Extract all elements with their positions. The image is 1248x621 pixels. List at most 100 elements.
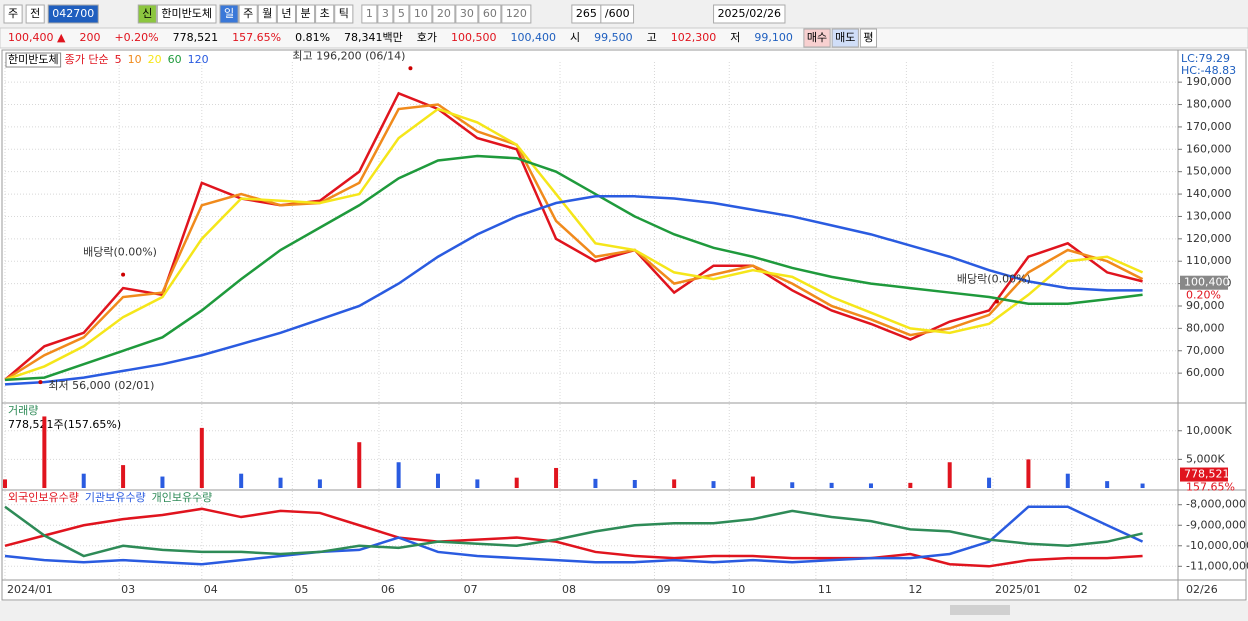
interval-button[interactable]: 60 — [483, 7, 497, 20]
y-tick-label: -8,000,000 — [1186, 498, 1246, 511]
y-tick-label: 90,000 — [1186, 299, 1225, 312]
scrollbar[interactable] — [0, 601, 1248, 621]
code-input[interactable]: 042700 — [52, 7, 94, 20]
interval-button-box[interactable] — [409, 4, 433, 24]
interval-button[interactable]: 10 — [414, 7, 428, 20]
x-tick-label: 11 — [818, 583, 832, 596]
annotation-point — [994, 299, 999, 304]
last-volume-box — [1180, 467, 1228, 482]
badge[interactable]: 신 — [142, 7, 152, 20]
interval-button-box[interactable] — [393, 4, 410, 24]
last-rate: 0.20% — [1186, 289, 1221, 302]
open: 99,500 — [594, 31, 633, 44]
count-max[interactable]: /600 — [605, 7, 630, 20]
quote-bg — [0, 27, 1248, 49]
market-select-box[interactable] — [3, 4, 23, 24]
period-button-box[interactable] — [334, 4, 354, 24]
volume-bar — [475, 479, 480, 488]
x-tick-label: 08 — [562, 583, 576, 596]
volume-bar — [829, 482, 834, 488]
eval-button-box[interactable] — [859, 28, 878, 48]
price: 100,400 ▲ — [8, 31, 66, 44]
period-button[interactable]: 틱 — [339, 7, 349, 20]
date-input[interactable]: 2025/02/26 — [718, 7, 781, 20]
y-tick-label: 180,000 — [1186, 98, 1232, 111]
market-select[interactable]: 주 — [8, 7, 18, 20]
ma-label: 종가 단순 — [65, 53, 109, 66]
period-button[interactable]: 월 — [262, 7, 272, 20]
buy[interactable]: 매수 — [807, 31, 827, 44]
period-button-box[interactable] — [295, 4, 316, 24]
interval-button-box[interactable] — [478, 4, 502, 24]
high: 102,300 — [671, 31, 717, 44]
y-tick-label: 150,000 — [1186, 165, 1232, 178]
legend-entry: 개인보유수량 — [152, 491, 213, 504]
stock-title: 한미반도체 — [8, 53, 59, 66]
sell-button-box[interactable] — [831, 28, 859, 48]
y-tick-label: 140,000 — [1186, 187, 1232, 200]
interval-button-box[interactable] — [361, 4, 378, 24]
period-button[interactable]: 초 — [320, 7, 330, 20]
interval-button[interactable]: 20 — [437, 7, 451, 20]
interval-button[interactable]: 3 — [382, 7, 389, 20]
interval-button-box[interactable] — [455, 4, 479, 24]
code-input-box[interactable] — [47, 4, 99, 24]
scroll-thumb[interactable] — [950, 605, 1010, 615]
last-volume-rate: 157.65% — [1186, 481, 1235, 494]
prev-button[interactable]: 전 — [30, 7, 40, 20]
annotation-point — [121, 272, 126, 277]
annotation-point — [408, 66, 413, 71]
series-line — [4, 505, 1144, 566]
interval-button[interactable]: 5 — [398, 7, 405, 20]
date-input-box[interactable] — [713, 4, 786, 24]
annotation: 배당락(0.00%) — [957, 273, 1031, 286]
badge-box[interactable] — [137, 4, 157, 24]
interval-button-box[interactable] — [377, 4, 394, 24]
y-tick-label: 60,000 — [1186, 366, 1225, 379]
annotation-point — [38, 380, 43, 385]
count-input[interactable]: 265 — [576, 7, 597, 20]
count-max-box[interactable] — [600, 4, 635, 24]
period-button-box[interactable] — [219, 4, 239, 24]
volume-bar — [593, 478, 598, 488]
period-button-box[interactable] — [315, 4, 335, 24]
x-tick-label: 09 — [656, 583, 670, 596]
y-tick-label: 190,000 — [1186, 75, 1232, 88]
x-tick-label: 07 — [464, 583, 478, 596]
x-tick-label: 10 — [731, 583, 745, 596]
x-tick-label: 03 — [121, 583, 135, 596]
prev-button-box[interactable] — [25, 4, 45, 24]
eval[interactable]: 평 — [863, 31, 873, 44]
volume-bar — [239, 473, 244, 488]
stock-name[interactable]: 한미반도체 — [161, 7, 212, 20]
legend-entry: 5 — [115, 53, 122, 66]
interval-button-box[interactable] — [432, 4, 456, 24]
series-line — [4, 507, 1143, 568]
period-button-box[interactable] — [276, 4, 296, 24]
period-button[interactable]: 분 — [300, 7, 310, 20]
interval-button[interactable]: 120 — [506, 7, 527, 20]
volume-bar — [987, 477, 992, 488]
period-button[interactable]: 년 — [281, 7, 291, 20]
series-line — [4, 195, 1143, 386]
interval-button[interactable]: 1 — [366, 7, 373, 20]
y-tick-label: 160,000 — [1186, 142, 1232, 155]
volume-bar — [554, 467, 559, 488]
period-button[interactable]: 주 — [243, 7, 253, 20]
sell[interactable]: 매도 — [835, 31, 855, 44]
change: 200 — [79, 31, 100, 44]
period-button[interactable]: 일 — [224, 6, 234, 20]
period-button-box[interactable] — [257, 4, 277, 24]
legend-entry: 60 — [168, 53, 182, 66]
y-tick-label: 80,000 — [1186, 321, 1225, 334]
interval-button-box[interactable] — [501, 4, 532, 24]
turnover: 0.81% — [295, 31, 330, 44]
period-button-box[interactable] — [238, 4, 258, 24]
interval-button[interactable]: 30 — [460, 7, 474, 20]
buy-button-box[interactable] — [803, 28, 831, 48]
y-tick-label: -11,000,000 — [1186, 559, 1248, 572]
stock-name-box[interactable] — [156, 4, 217, 24]
legend-entry: 120 — [188, 53, 209, 66]
volume-bar — [357, 442, 362, 488]
